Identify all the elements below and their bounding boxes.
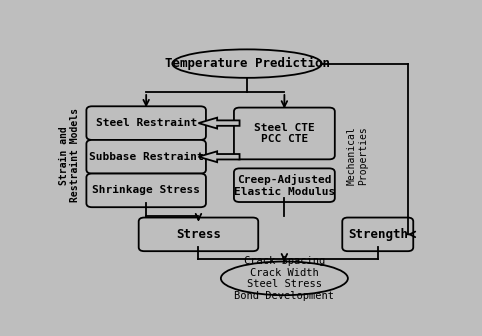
Text: Shrinkage Stress: Shrinkage Stress	[92, 185, 200, 196]
FancyBboxPatch shape	[234, 168, 335, 202]
Text: Steel CTE
PCC CTE: Steel CTE PCC CTE	[254, 123, 315, 144]
Text: Mechanical
Properties: Mechanical Properties	[347, 126, 368, 185]
Text: Temperature Prediction: Temperature Prediction	[164, 57, 330, 70]
Text: Subbase Restraint: Subbase Restraint	[89, 152, 203, 162]
Text: Strain and
Restraint Models: Strain and Restraint Models	[59, 109, 80, 203]
Text: Strength: Strength	[348, 228, 408, 241]
FancyBboxPatch shape	[86, 106, 206, 140]
FancyBboxPatch shape	[234, 108, 335, 159]
FancyBboxPatch shape	[342, 217, 413, 251]
Polygon shape	[199, 118, 240, 129]
Polygon shape	[199, 151, 240, 162]
Text: Crack Spacing
Crack Width
Steel Stress
Bond Development: Crack Spacing Crack Width Steel Stress B…	[234, 256, 335, 301]
Text: Stress: Stress	[176, 228, 221, 241]
FancyBboxPatch shape	[86, 174, 206, 207]
Text: Creep-Adjusted
Elastic Modulus: Creep-Adjusted Elastic Modulus	[234, 174, 335, 197]
FancyBboxPatch shape	[139, 217, 258, 251]
Text: Steel Restraint: Steel Restraint	[95, 118, 197, 128]
FancyBboxPatch shape	[86, 140, 206, 174]
Ellipse shape	[221, 261, 348, 295]
Ellipse shape	[173, 49, 322, 78]
